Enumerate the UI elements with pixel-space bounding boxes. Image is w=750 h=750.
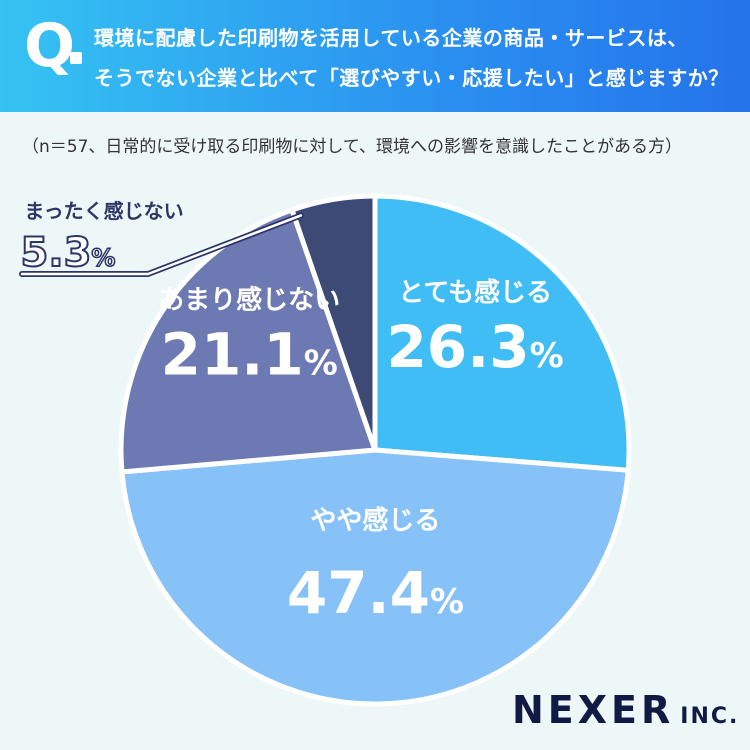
slice-mattaku <box>289 193 378 453</box>
slice-label-category: まったく感じない <box>24 199 183 223</box>
slice-totemo <box>372 193 632 473</box>
question-line-1: 環境に配慮した印刷物を活用している企業の商品・サービスは、 <box>94 26 688 50</box>
slice-amari <box>118 207 378 475</box>
slice-label-value: 47.4% <box>287 559 464 627</box>
question-line-2: そうでない企業と比べて「選びやすい・応援したい」と感じますか？ <box>94 66 729 90</box>
nexer-logo: NEXER INC. <box>512 688 739 732</box>
logo-main-text: NEXER <box>512 688 675 732</box>
q-dot-icon <box>70 52 82 64</box>
slice-label-value: 26.3% <box>386 313 563 381</box>
sample-note: （n＝57、日常的に受け取る印刷物に対して、環境への影響を意識したことがある方） <box>22 137 683 157</box>
slice-label-category: とても感じる <box>398 278 552 308</box>
q-mark: Q <box>24 11 76 81</box>
slice-label-category: あまり感じない <box>158 285 340 315</box>
logo-sub-text: INC. <box>680 704 740 729</box>
slice-label-value: 21.1% <box>161 320 338 388</box>
slice-label-category: やや感じる <box>310 506 440 536</box>
callout-leader-line-inner <box>20 214 303 276</box>
slice-yaya <box>119 447 631 707</box>
slice-label-value: 5.3% <box>21 230 116 276</box>
question-header: Q 環境に配慮した印刷物を活用している企業の商品・サービスは、 そうでない企業と… <box>0 0 750 112</box>
